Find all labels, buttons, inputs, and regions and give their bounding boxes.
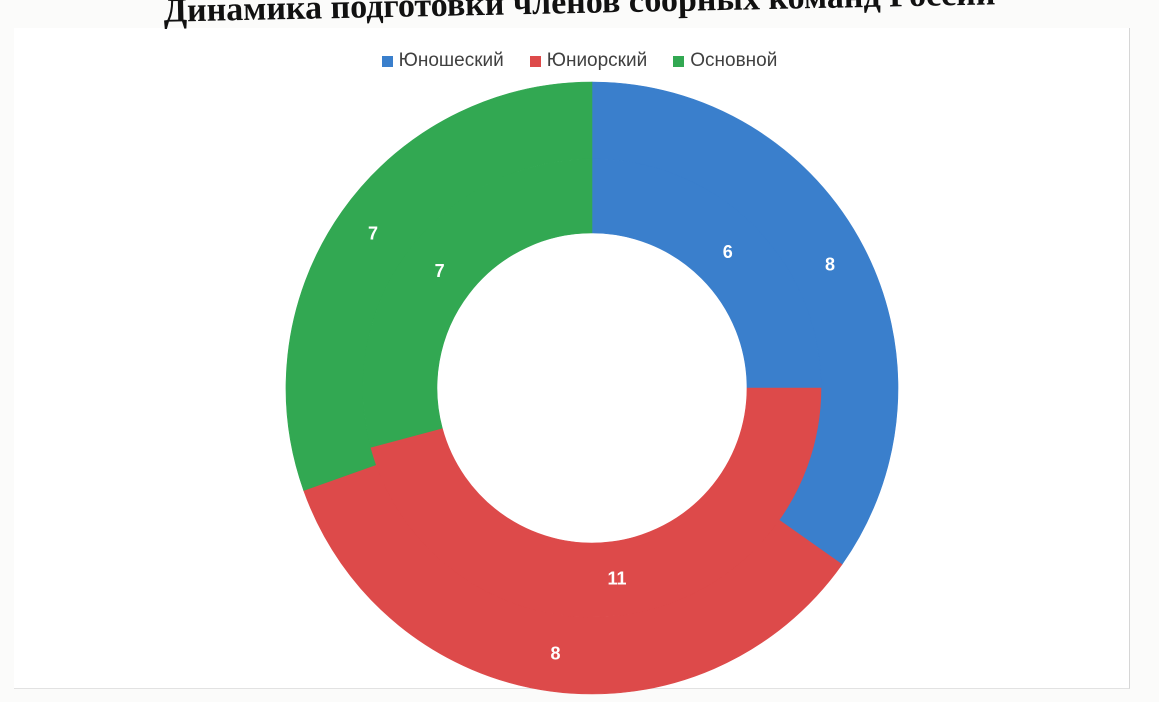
legend-swatch-junior xyxy=(529,55,541,67)
outer-label-main: 7 xyxy=(368,223,378,243)
inner-label-youth: 6 xyxy=(723,242,733,262)
inner-slice-youth xyxy=(591,158,822,389)
inner-slice-junior xyxy=(370,387,822,618)
inner-label-main: 7 xyxy=(435,261,445,281)
inner-label-junior: 11 xyxy=(608,568,627,588)
donut-rings xyxy=(285,81,899,695)
legend-label-youth: Юношеский xyxy=(398,50,504,71)
legend-item-youth: Юношеский xyxy=(381,50,504,72)
legend-swatch-youth xyxy=(381,55,393,67)
outer-label-youth: 8 xyxy=(825,255,835,275)
inner-slice-main xyxy=(362,158,593,448)
outer-label-junior: 8 xyxy=(550,644,560,664)
legend-item-main: Основной xyxy=(673,50,777,72)
chart-legend: Юношеский Юниорский Основной xyxy=(0,50,1159,72)
legend-swatch-main xyxy=(673,55,685,67)
donut-labels: 8 8 7 6 11 7 xyxy=(368,223,835,663)
legend-label-main: Основной xyxy=(690,50,778,71)
legend-label-junior: Юниорский xyxy=(546,50,648,71)
legend-item-junior: Юниорский xyxy=(529,50,648,72)
